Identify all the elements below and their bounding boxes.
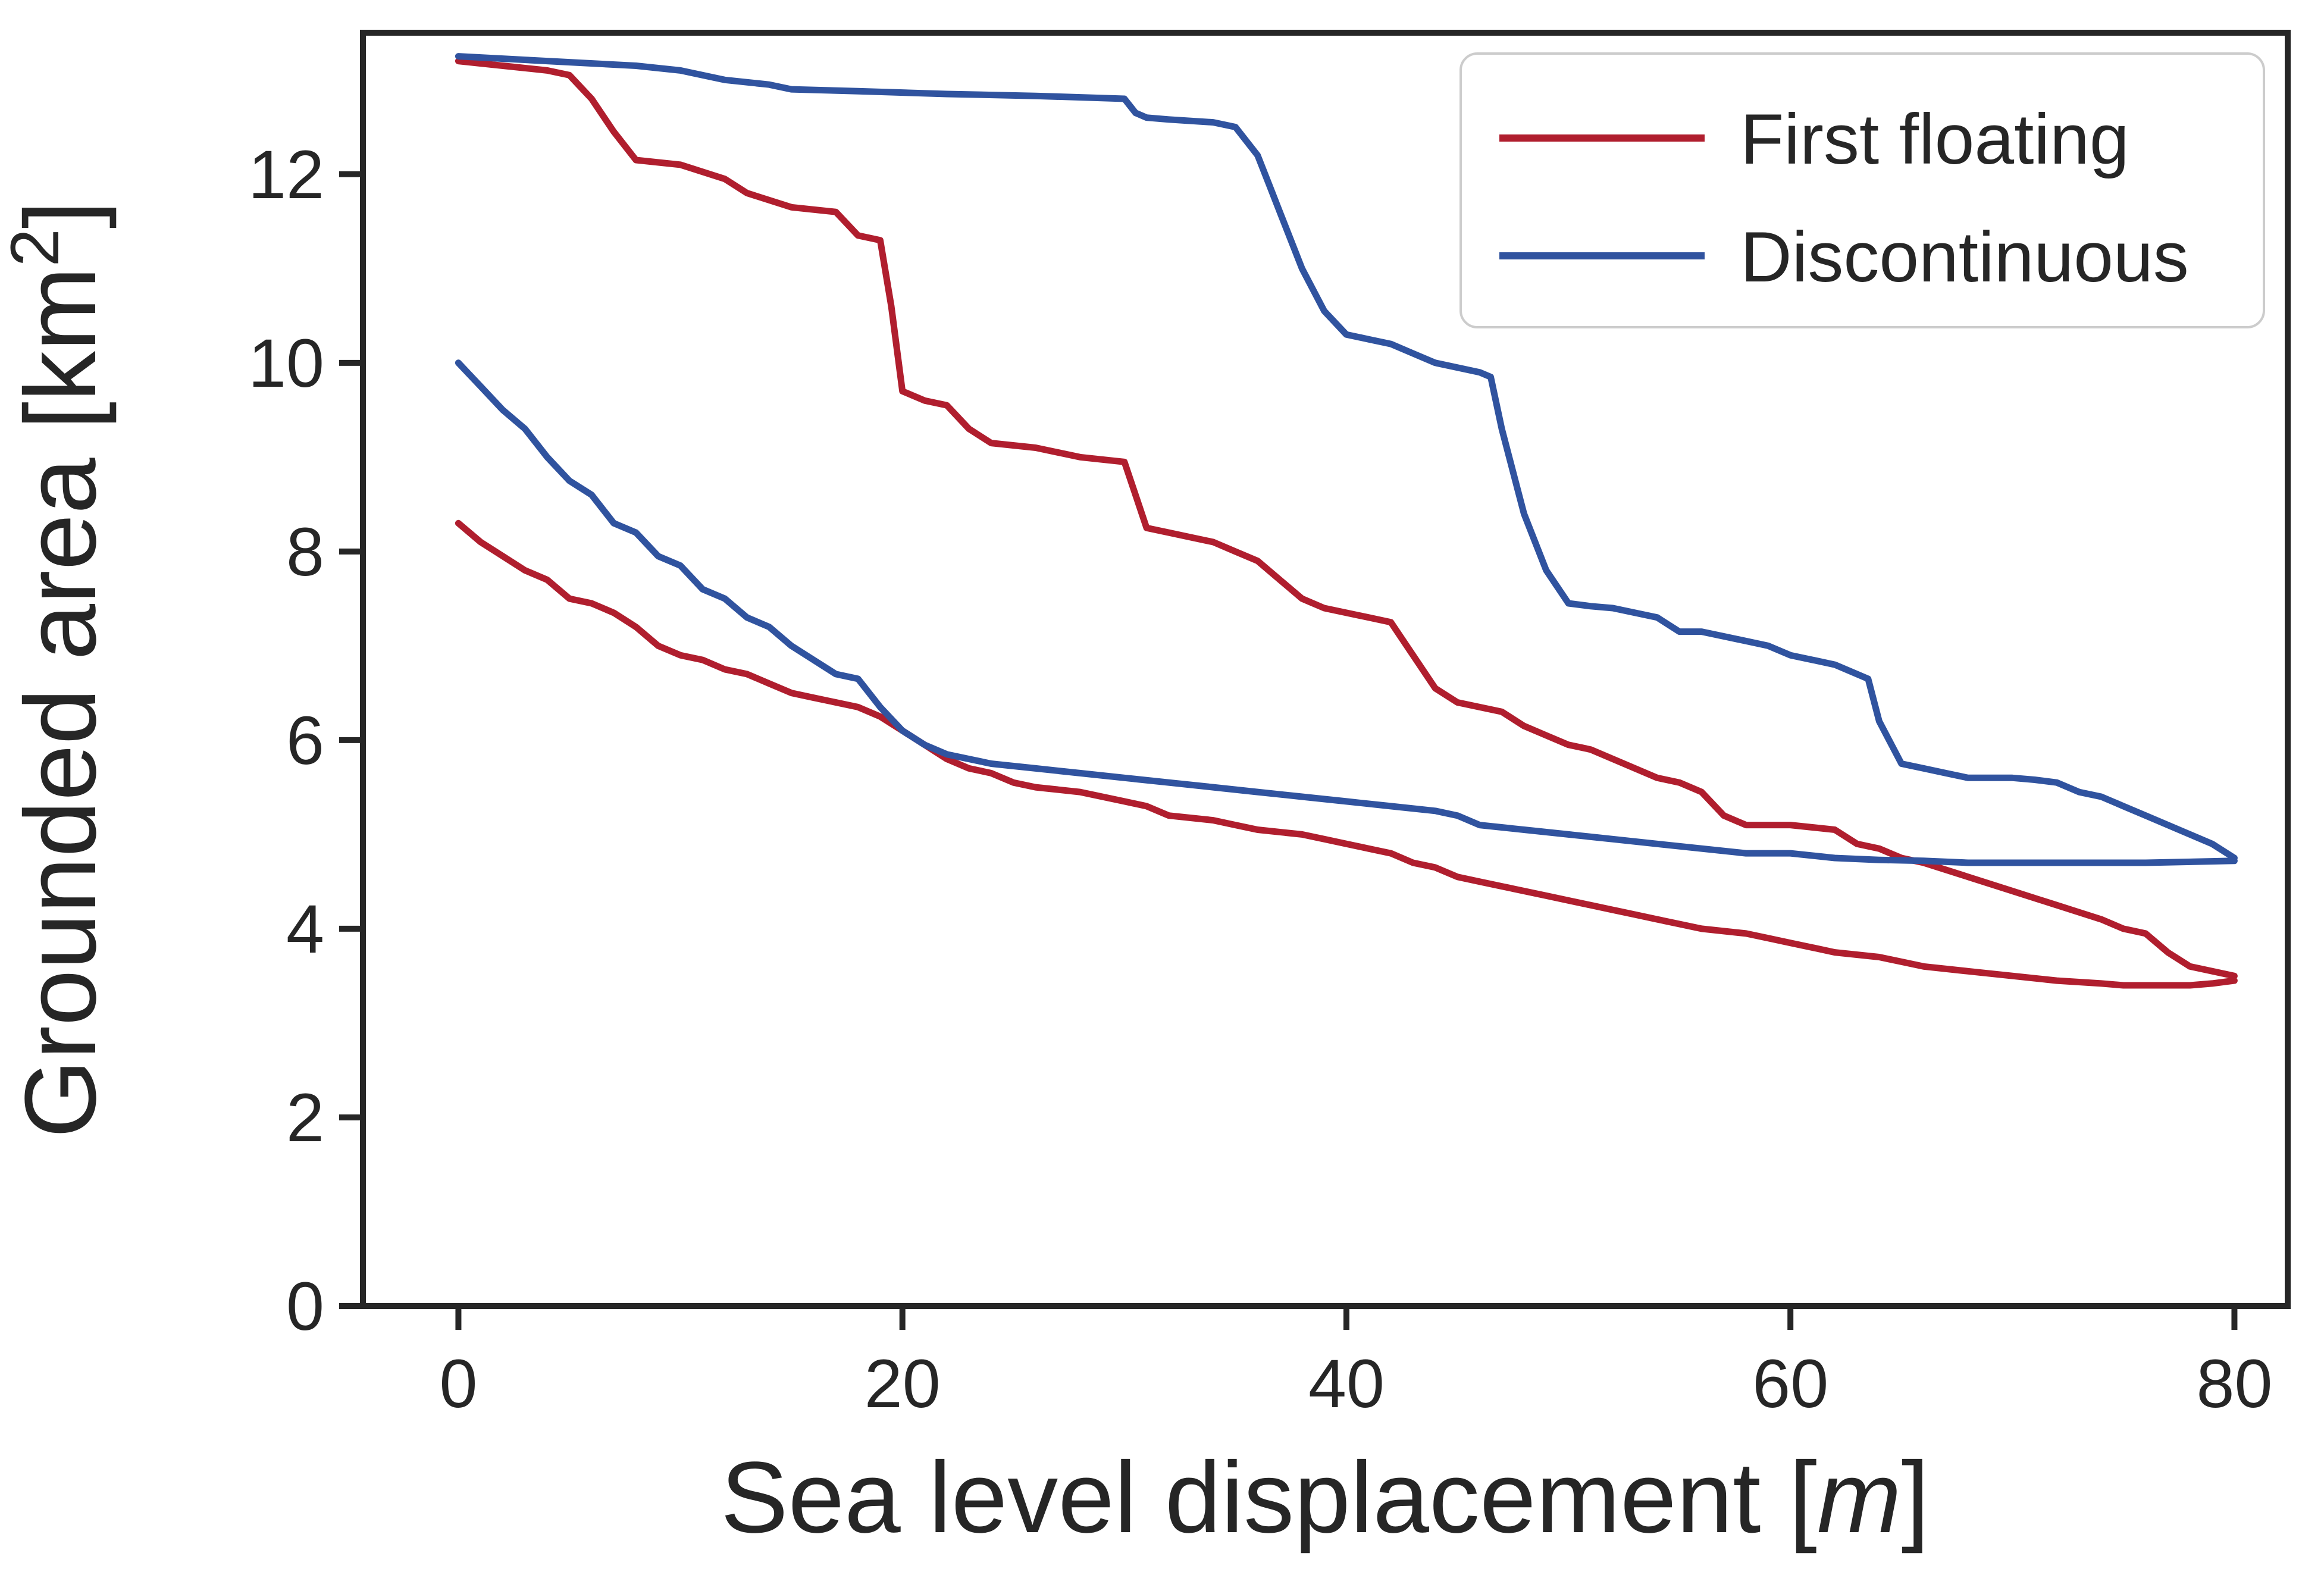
y-tick-label: 0	[286, 1269, 324, 1345]
y-tick-label: 10	[248, 325, 324, 402]
series-layer	[455, 53, 2238, 989]
discontinuous-lower-line	[455, 359, 2238, 866]
x-axis-label-italic-m: m	[1817, 1441, 1902, 1554]
y-axis-label: Grounded area [km2]	[0, 201, 117, 1138]
x-tick-label: 80	[2196, 1346, 2272, 1422]
x-tick-label: 20	[865, 1346, 941, 1422]
legend-label-first-floating: First floating	[1740, 99, 2129, 179]
y-tick-label: 12	[248, 137, 324, 213]
legend: First floating Discontinuous	[1459, 52, 2265, 328]
y-axis-label-superscript: 2	[0, 228, 73, 267]
x-tick-label: 40	[1308, 1346, 1385, 1422]
x-axis-label-text: Sea level displacement [	[721, 1441, 1817, 1554]
y-axis-label-suffix: ]	[4, 201, 117, 228]
x-axis-label: Sea level displacement [m]	[721, 1441, 1930, 1554]
legend-label-discontinuous: Discontinuous	[1740, 217, 2189, 297]
y-tick-label: 8	[286, 514, 324, 590]
y-tick-label: 6	[286, 703, 324, 779]
y-tick-label: 4	[286, 891, 324, 967]
x-tick-label: 0	[439, 1346, 477, 1422]
y-tick-label: 2	[286, 1080, 324, 1156]
plot-border	[360, 30, 2291, 1309]
first-floating-lower-line	[455, 519, 2238, 989]
x-tick-label: 60	[1752, 1346, 1828, 1422]
y-axis-label-text: Grounded area [km	[4, 267, 117, 1138]
ticks-layer: 0 20 40 60 80 0 2 4 6 8 10 12	[248, 137, 2272, 1422]
discontinuous-upper-line	[455, 53, 2238, 862]
x-axis-label-suffix: ]	[1902, 1441, 1930, 1554]
